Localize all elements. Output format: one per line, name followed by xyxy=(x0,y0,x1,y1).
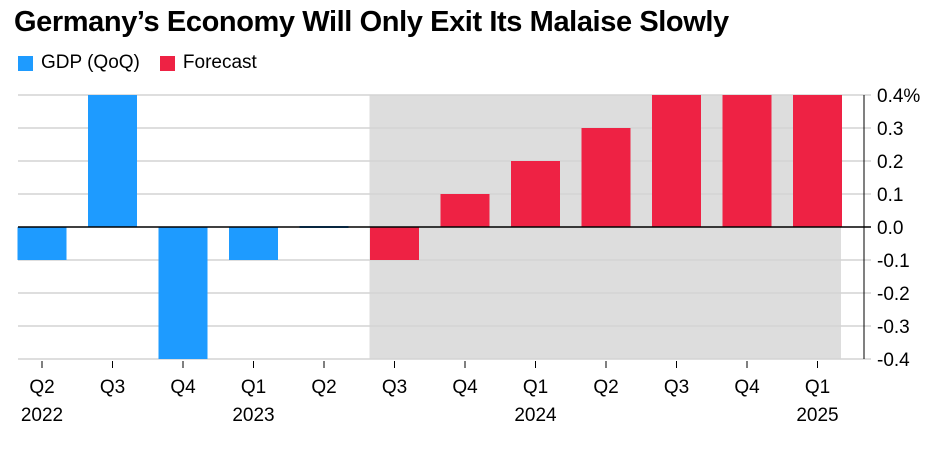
x-year-label-3: 2023 xyxy=(232,405,274,426)
legend-swatch-gdp xyxy=(18,55,33,71)
x-year-label-7: 2024 xyxy=(514,405,557,426)
legend-item-gdp: GDP (QoQ) xyxy=(18,52,140,74)
x-year-label-0: 2022 xyxy=(21,405,63,426)
y-tick-label-6: -0.2 xyxy=(877,284,910,305)
legend-item-forecast: Forecast xyxy=(159,52,257,74)
bar-gdp-3 xyxy=(229,227,278,260)
y-tick-label-4: 0.0 xyxy=(877,218,903,239)
x-tick-label-7: Q1 xyxy=(523,377,548,398)
y-tick-label-1: 0.3 xyxy=(877,119,903,140)
y-tick-label-2: 0.2 xyxy=(877,152,903,173)
bar-forecast-5 xyxy=(370,227,419,260)
y-tick-label-5: -0.1 xyxy=(877,251,910,272)
bar-forecast-9 xyxy=(652,95,701,227)
bar-gdp-0 xyxy=(17,227,67,260)
y-tick-label-3: 0.1 xyxy=(877,185,903,206)
bar-forecast-10 xyxy=(722,95,772,227)
y-tick-label-7: -0.3 xyxy=(877,317,910,338)
x-tick-label-9: Q3 xyxy=(664,377,689,398)
x-tick-label-1: Q3 xyxy=(100,377,125,398)
bar-forecast-11 xyxy=(793,95,842,227)
y-tick-label-8: -0.4 xyxy=(877,350,910,371)
x-tick-label-6: Q4 xyxy=(452,377,478,398)
bar-forecast-7 xyxy=(511,161,560,227)
y-tick-label-0: 0.4% xyxy=(877,86,920,107)
legend-label-forecast: Forecast xyxy=(182,52,257,73)
x-tick-label-4: Q2 xyxy=(311,377,336,398)
chart-title: Germany’s Economy Will Only Exit Its Mal… xyxy=(14,6,729,38)
x-tick-label-0: Q2 xyxy=(29,377,54,398)
x-tick-label-11: Q1 xyxy=(805,377,830,398)
legend: GDP (QoQ) Forecast xyxy=(18,52,277,74)
bar-forecast-8 xyxy=(581,128,631,227)
bar-gdp-2 xyxy=(158,227,208,359)
x-tick-label-10: Q4 xyxy=(734,377,760,398)
legend-swatch-forecast xyxy=(159,55,175,71)
legend-label-gdp: GDP (QoQ) xyxy=(41,52,140,73)
x-tick-label-8: Q2 xyxy=(593,377,618,398)
x-year-label-11: 2025 xyxy=(796,405,838,426)
bar-gdp-1 xyxy=(88,95,137,227)
x-tick-label-3: Q1 xyxy=(241,377,266,398)
x-tick-label-2: Q4 xyxy=(170,377,196,398)
bar-forecast-6 xyxy=(440,194,490,227)
x-tick-label-5: Q3 xyxy=(382,377,407,398)
